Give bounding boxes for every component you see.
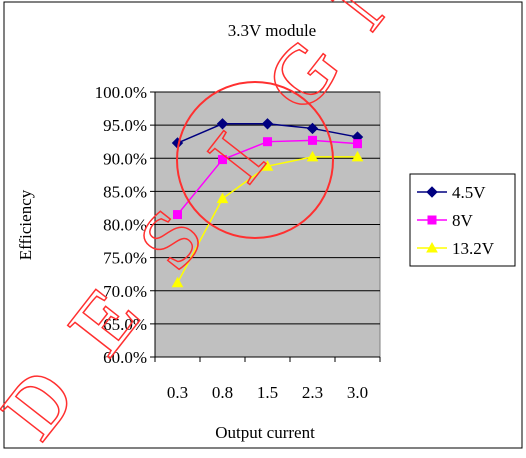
data-point-1-4: [353, 139, 362, 149]
data-point-2-1: [216, 192, 229, 204]
legend-marker-0: [426, 186, 438, 198]
legend-label-2: 13.2V: [452, 239, 495, 258]
y-tick-label: 75.0%: [103, 249, 147, 268]
y-tick-label: 95.0%: [103, 116, 147, 135]
data-point-2-2: [261, 160, 274, 171]
y-axis-label: Efficiency: [16, 189, 35, 260]
data-point-1-0: [173, 210, 182, 220]
y-tick-label: 70.0%: [103, 282, 147, 301]
data-point-1-2: [263, 137, 272, 147]
data-point-2-3: [306, 150, 319, 162]
y-tick-label: 65.0%: [103, 315, 147, 334]
y-tick-label: 60.0%: [103, 348, 147, 367]
chart-title: 3.3V module: [228, 21, 316, 40]
x-tick-label: 2.3: [302, 383, 323, 402]
data-point-2-0: [171, 276, 184, 288]
x-tick-label: 0.8: [212, 383, 233, 402]
x-tick-label: 0.3: [167, 383, 188, 402]
y-tick-label: 90.0%: [103, 149, 147, 168]
data-point-1-1: [218, 155, 227, 165]
data-point-0-1: [216, 118, 229, 130]
data-point-0-2: [261, 118, 274, 130]
data-point-1-3: [308, 135, 317, 145]
x-axis-label: Output current: [215, 423, 315, 442]
y-tick-label: 100.0%: [95, 83, 147, 102]
legend-label-1: 8V: [452, 211, 474, 230]
y-tick-label: 85.0%: [103, 182, 147, 201]
y-tick-label: 80.0%: [103, 216, 147, 235]
data-point-0-3: [306, 122, 319, 135]
legend-marker-2: [426, 241, 438, 253]
data-point-2-4: [351, 150, 364, 162]
x-tick-label: 3.0: [347, 383, 368, 402]
legend-label-0: 4.5V: [452, 183, 486, 202]
watermark-circle: [176, 81, 334, 239]
x-tick-label: 1.5: [257, 383, 278, 402]
legend-marker-1: [427, 215, 437, 225]
